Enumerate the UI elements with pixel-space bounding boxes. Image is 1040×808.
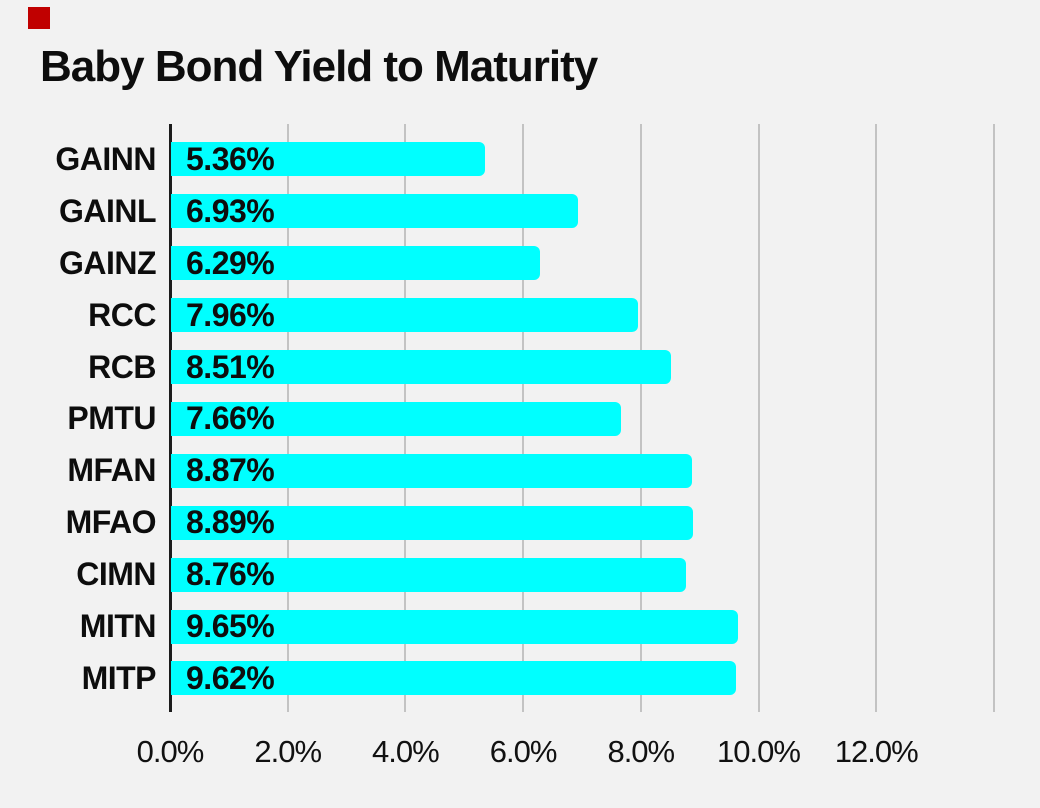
bar: 9.62%: [171, 659, 737, 696]
bar: 6.29%: [171, 244, 541, 281]
x-tick-label: 2.0%: [254, 734, 322, 769]
bar-value-label: 5.36%: [186, 140, 275, 177]
x-tick-label: 10.0%: [717, 734, 801, 769]
bar-row: GAINZ 6.29%: [0, 237, 1040, 289]
bar-row: PMTU 7.66%: [0, 393, 1040, 445]
category-label: PMTU: [67, 400, 156, 437]
bar-value-label: 8.51%: [186, 348, 275, 385]
x-tick-label: 12.0%: [834, 734, 919, 769]
bar: 7.96%: [171, 296, 639, 333]
bar-row: MFAO 8.89%: [0, 497, 1040, 549]
bar-row: GAINN 5.36%: [0, 134, 1040, 186]
category-label: MITP: [81, 659, 157, 696]
bar-value-label: 9.62%: [186, 659, 275, 696]
bar-row: MITN 9.65%: [0, 601, 1040, 653]
category-label: GAINZ: [58, 244, 157, 281]
gridline: [992, 124, 995, 712]
category-label: RCB: [88, 348, 156, 385]
x-tick-label: 0.0%: [136, 734, 205, 769]
bar-value-label: 8.89%: [186, 504, 275, 541]
gridline: [875, 124, 878, 712]
bar-row: RCC 7.96%: [0, 289, 1040, 341]
category-label: MITN: [79, 608, 157, 645]
bar-row: CIMN 8.76%: [0, 549, 1040, 601]
category-label: GAINL: [58, 192, 157, 229]
bar: 9.65%: [171, 608, 738, 645]
x-tick-label: 4.0%: [372, 734, 440, 769]
bar-value-label: 9.65%: [186, 608, 275, 645]
bar-value-label: 6.29%: [186, 244, 275, 281]
bar: 8.87%: [171, 452, 692, 489]
bar-value-label: 7.96%: [186, 296, 275, 333]
bar: 5.36%: [171, 140, 486, 177]
x-axis-line: [168, 124, 172, 712]
bar-row: RCB 8.51%: [0, 341, 1040, 393]
x-tick-label: 8.0%: [607, 734, 675, 769]
bar: 8.51%: [171, 348, 671, 385]
bar: 6.93%: [171, 192, 578, 229]
bar-row: GAINL 6.93%: [0, 185, 1040, 237]
bar: 8.76%: [171, 556, 686, 593]
x-tick-label: 6.0%: [489, 734, 558, 769]
category-label: MFAN: [67, 452, 156, 489]
category-label: RCC: [88, 296, 156, 333]
bar-row: MFAN 8.87%: [0, 445, 1040, 497]
chart-title: Baby Bond Yield to Maturity: [40, 42, 598, 91]
category-label: MFAO: [65, 504, 157, 541]
gridline: [757, 124, 760, 712]
bar-value-label: 6.93%: [186, 192, 275, 229]
category-label: GAINN: [55, 140, 156, 177]
bar-value-label: 8.87%: [186, 452, 275, 489]
red-square-marker: [28, 7, 50, 29]
bar: 7.66%: [171, 400, 621, 437]
gridline: [639, 124, 642, 712]
category-label: CIMN: [76, 556, 156, 593]
bar: 8.89%: [171, 504, 694, 541]
bar-value-label: 7.66%: [186, 400, 275, 437]
bar-row: MITP 9.62%: [0, 653, 1040, 705]
bar-value-label: 8.76%: [186, 556, 275, 593]
